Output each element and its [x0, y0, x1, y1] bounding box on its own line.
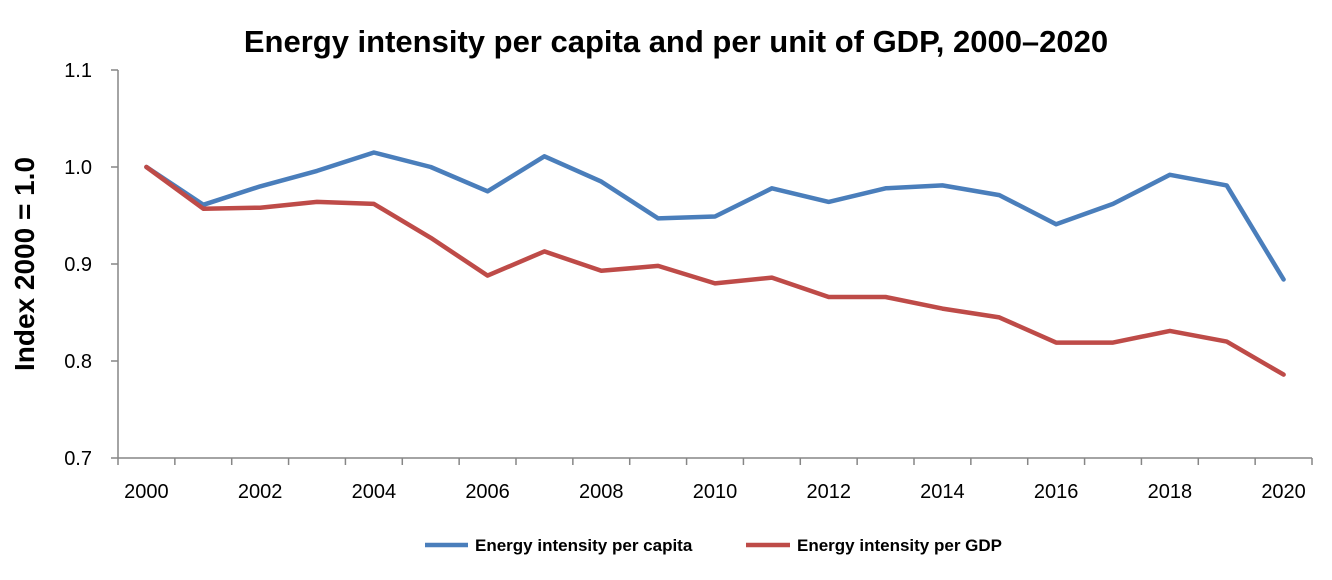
- axes: 0.7 0.8 0.9 1.0 1.1 2000 2002 2004 2006 2008 2010 2…: [64, 60, 1313, 503]
- y-tick-label: 0.9: [64, 254, 92, 276]
- x-tick-label: 2020: [1261, 481, 1306, 503]
- legend-label-2: Energy intensity per GDP: [797, 536, 1002, 555]
- chart-title: Energy intensity per capita and per unit…: [244, 24, 1108, 59]
- series-lines: [144, 150, 1286, 377]
- x-tick-label: 2016: [1034, 481, 1079, 503]
- y-tick-label: 0.8: [64, 351, 92, 373]
- series-line-2: [144, 164, 1286, 377]
- y-tick-label: 0.7: [64, 448, 92, 470]
- x-tick-label: 2010: [693, 481, 738, 503]
- x-tick-label: 2006: [465, 481, 510, 503]
- legend-label-1: Energy intensity per capita: [475, 536, 693, 555]
- x-tick-label: 2002: [238, 481, 283, 503]
- x-tick-label: 2012: [806, 481, 851, 503]
- y-tick-label: 1.1: [64, 60, 92, 82]
- x-tick-label: 2008: [579, 481, 624, 503]
- x-tick-label: 2004: [352, 481, 397, 503]
- x-tick-label: 2014: [920, 481, 965, 503]
- legend: Energy intensity per capita Energy intens…: [425, 536, 1002, 555]
- y-tick-label: 1.0: [64, 157, 92, 179]
- series-line-1: [144, 150, 1286, 282]
- y-axis-label: Index 2000 = 1.0: [9, 157, 40, 371]
- x-tick-label: 2018: [1148, 481, 1193, 503]
- x-tick-label: 2000: [124, 481, 169, 503]
